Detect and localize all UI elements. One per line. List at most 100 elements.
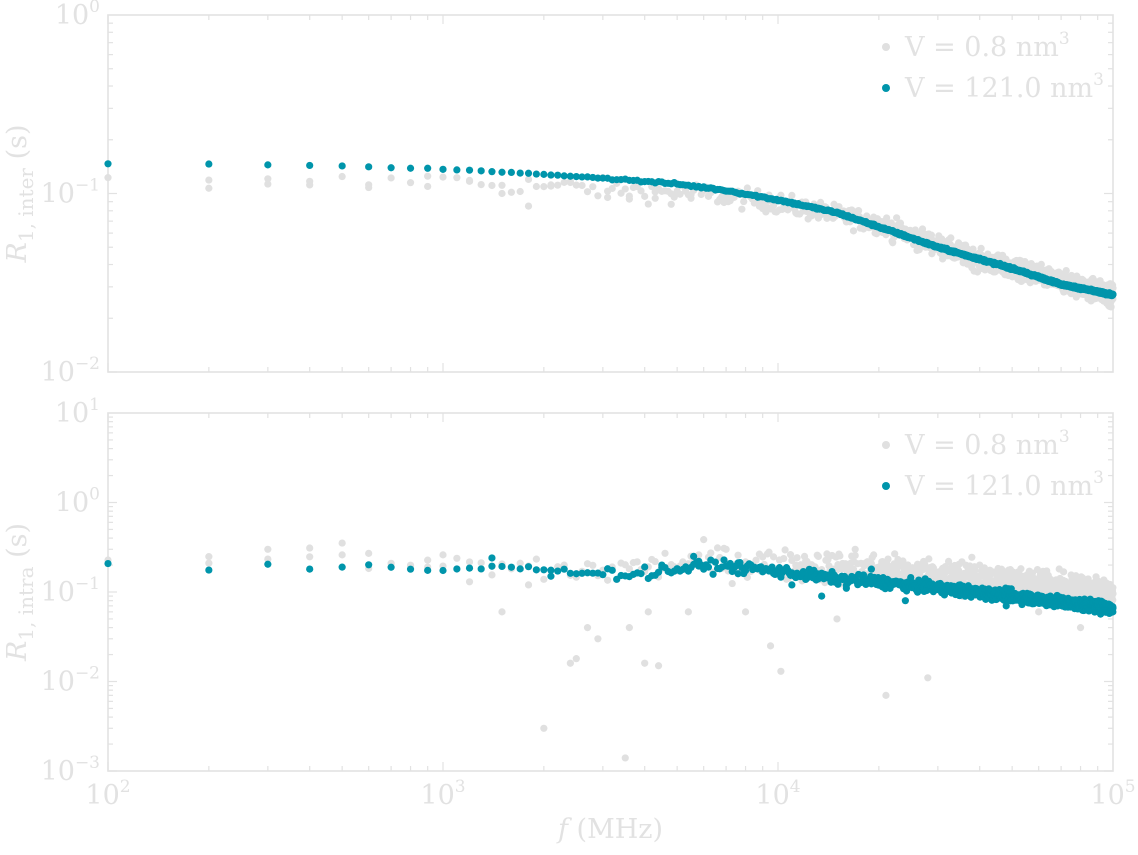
y-tick-label-base: 10: [55, 398, 89, 429]
data-point: [205, 566, 213, 574]
data-point: [769, 201, 778, 209]
data-point: [709, 570, 717, 578]
data-point: [633, 558, 641, 566]
data-point: [516, 565, 524, 573]
data-point: [532, 566, 540, 574]
data-point: [540, 575, 548, 583]
x-tick-label: 104: [755, 777, 800, 811]
data-point: [507, 188, 515, 196]
data-point: [424, 556, 432, 564]
y-tick-label-base: 10: [41, 667, 75, 698]
data-point: [867, 565, 875, 573]
data-point: [851, 545, 859, 553]
data-point: [658, 561, 666, 569]
data-point: [566, 659, 574, 667]
y-tick-label: 100: [55, 485, 100, 519]
data-point: [842, 584, 850, 592]
data-point: [1109, 290, 1117, 299]
data-point: [784, 206, 792, 214]
data-point: [793, 554, 801, 562]
data-point: [1002, 602, 1010, 610]
data-point: [641, 563, 649, 571]
data-point: [498, 562, 506, 571]
legend-label-1: V = 121.0 nm3: [904, 70, 1104, 104]
data-point: [453, 174, 461, 182]
data-point: [956, 581, 964, 589]
legend-marker-0: [882, 43, 890, 51]
data-point: [554, 181, 562, 189]
data-point: [589, 183, 597, 191]
x-tick-label-exp: 3: [455, 777, 466, 797]
data-point: [661, 549, 669, 557]
data-point: [781, 546, 789, 554]
data-point: [516, 187, 524, 196]
data-point: [205, 160, 213, 168]
data-point: [676, 190, 684, 198]
data-point: [734, 570, 742, 578]
x-tick-label-base: 10: [420, 780, 454, 811]
data-point: [104, 559, 112, 568]
legend-label-sup: 3: [1059, 427, 1070, 447]
legend-label-sup: 3: [1093, 468, 1104, 488]
x-tick-label-exp: 5: [1125, 777, 1136, 797]
data-point: [306, 161, 314, 170]
data-point: [306, 544, 314, 552]
y-tick-label: 101: [55, 395, 100, 429]
data-point: [604, 193, 612, 202]
data-point: [516, 169, 524, 177]
data-point: [205, 553, 213, 561]
data-point: [637, 187, 645, 195]
data-point: [589, 561, 597, 569]
x-tick-label: 102: [85, 777, 130, 811]
y-tick-label-exp: −1: [75, 574, 100, 594]
x-tick-label: 105: [1090, 777, 1135, 811]
data-point: [836, 552, 844, 560]
x-axis-label-unit: (MHz): [568, 814, 663, 845]
data-point: [387, 164, 395, 172]
legend-marker-1: [882, 482, 890, 490]
data-point: [406, 164, 415, 172]
x-tick-label-base: 10: [1090, 780, 1124, 811]
data-point: [424, 164, 432, 172]
data-point: [439, 173, 447, 181]
y-tick-label-exp: −3: [75, 753, 100, 773]
data-point: [777, 667, 785, 675]
data-point: [365, 561, 373, 569]
data-point: [977, 244, 985, 252]
legend-label-sup: 3: [1093, 70, 1104, 90]
x-tick-label-exp: 4: [790, 777, 801, 797]
data-point: [532, 170, 540, 178]
data-point: [205, 176, 213, 184]
data-point: [889, 239, 897, 247]
data-point: [849, 227, 858, 235]
data-point: [465, 564, 474, 572]
data-point: [306, 553, 314, 561]
data-point: [453, 166, 461, 174]
data-point: [1076, 624, 1085, 632]
data-point: [625, 624, 633, 632]
data-point: [547, 171, 555, 179]
y-axis-label-var: R: [2, 242, 33, 263]
y-axis-label-sub: 1, intra: [14, 566, 38, 640]
data-point: [572, 173, 580, 181]
data-point: [338, 563, 346, 571]
data-point: [477, 181, 485, 189]
y-tick-label: 10−2: [41, 354, 100, 388]
data-point: [738, 205, 746, 213]
legend-label-text: V = 121.0 nm: [904, 471, 1093, 502]
data-point: [766, 642, 775, 650]
data-point: [788, 581, 796, 589]
legend-marker-0: [882, 441, 890, 449]
legend-label-0: V = 0.8 nm3: [904, 427, 1070, 461]
data-point: [667, 200, 675, 208]
data-point: [439, 165, 447, 173]
data-point: [724, 198, 732, 206]
data-point: [488, 562, 496, 570]
data-point: [465, 177, 474, 185]
y-tick-label-exp: −1: [75, 176, 100, 196]
data-point: [594, 192, 602, 200]
data-point: [554, 567, 562, 575]
data-point: [439, 566, 447, 575]
y-tick-label-base: 10: [41, 756, 75, 787]
data-point: [741, 608, 750, 616]
